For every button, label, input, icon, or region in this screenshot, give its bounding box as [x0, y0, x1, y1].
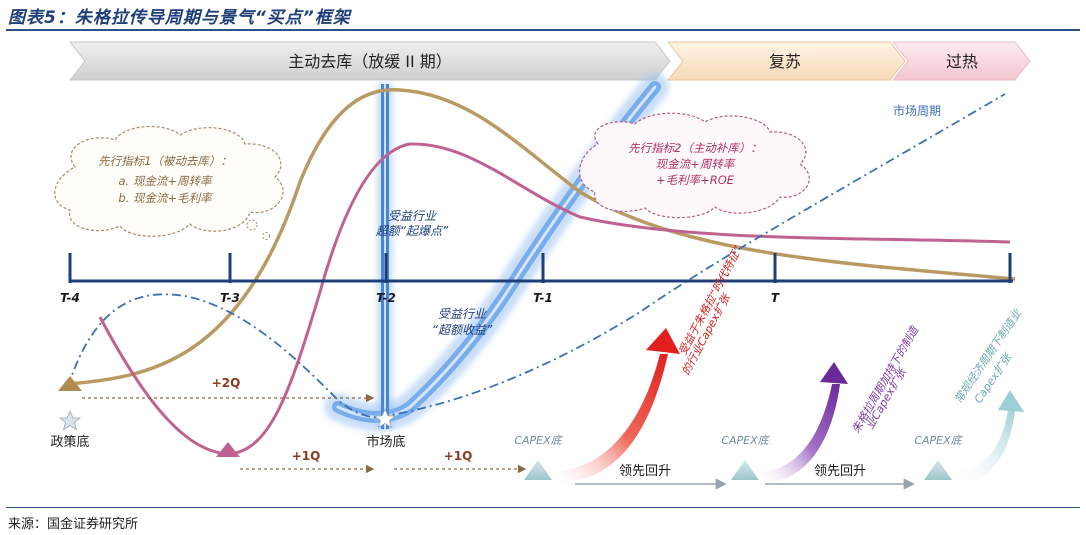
- explode-point-line-2: 超额“起爆点”: [376, 224, 449, 238]
- leading-indicator-1-line-2: a. 现金流+周转率: [119, 174, 213, 188]
- capex-bottom-2: CAPEX底: [721, 434, 771, 480]
- leading-indicator-2-line-2: 现金流+周转率: [656, 157, 736, 171]
- policy-bottom-star: [58, 409, 82, 431]
- market-bottom-label: 市场底: [366, 434, 405, 450]
- excess-return-line-1: 受益行业: [438, 307, 487, 321]
- capex-bottom-1: CAPEX底: [514, 434, 564, 480]
- timeline-tick-label: T-4: [60, 291, 80, 305]
- leading-indicator-2-line-1: 先行指标2（主动补库）：: [628, 141, 762, 155]
- figure-title: 图表5：朱格拉传导周期与景气“买点”框架: [8, 8, 351, 28]
- phase-label-3: 过热: [946, 52, 978, 71]
- phase-arrow-2: [666, 41, 906, 81]
- capex-bottom-3: CAPEX底: [914, 434, 964, 480]
- source-note: 来源：国金证券研究所: [8, 517, 139, 532]
- pink-trough-triangle: [216, 442, 240, 457]
- explode-point-line-1: 受益行业: [388, 209, 437, 223]
- capex-red-text-1: 受益于朱格拉“时代特征”: [676, 244, 745, 358]
- market-cycle-label: 市场周期: [893, 103, 941, 118]
- tan-cycle-curve: [67, 87, 1016, 386]
- capex-purple-text-1: 朱格拉周期加持下的制造: [849, 323, 921, 435]
- capex-teal-arrow: 常规经济周期下制造业 Capex扩张: [950, 306, 1025, 483]
- policy-bottom-label: 政策底: [50, 434, 89, 450]
- excess-return-line-2: “超额收益”: [432, 323, 493, 337]
- policy-bottom-triangle: [58, 376, 82, 391]
- timeline-tick-label: T: [771, 291, 780, 305]
- footer-divider: [6, 507, 1080, 508]
- lead-rise-label-1: 领先回升: [619, 464, 671, 479]
- leading-indicator-2-bubble: 先行指标2（主动补库）： 现金流+周转率 +毛利率+ROE: [579, 112, 810, 219]
- timeline-tick-label: T-1: [533, 291, 553, 305]
- timeline-tick-label: T-3: [220, 291, 240, 305]
- leading-indicator-2-line-3: +毛利率+ROE: [656, 173, 735, 187]
- lead-1q-label-a: +1Q: [292, 449, 321, 463]
- phase-label-1: 主动去库（放缓 II 期）: [288, 52, 452, 71]
- leading-indicator-1-line-3: b. 现金流+毛利率: [118, 191, 213, 205]
- market-bottom-star: [373, 407, 397, 429]
- capex-bottom-3-label: CAPEX底: [914, 434, 963, 447]
- leading-indicator-1-bubble: 先行指标1（被动去库）： a. 现金流+周转率 b. 现金流+毛利率: [54, 125, 284, 240]
- capex-purple-arrow: 朱格拉周期加持下的制造 业Capex扩张: [756, 323, 922, 483]
- timeline-ticks: T-4 T-3 T-2 T-1 T: [60, 253, 1012, 305]
- title-divider: [6, 29, 1080, 31]
- leading-indicator-1-line-1: 先行指标1（被动去库）：: [98, 154, 232, 168]
- capex-bottom-2-label: CAPEX底: [721, 434, 770, 447]
- phase-label-2: 复苏: [769, 52, 801, 71]
- phase-banner: 主动去库（放缓 II 期） 复苏 过热: [68, 41, 1031, 81]
- jugular-cycle-diagram: 主动去库（放缓 II 期） 复苏 过热 市场周期 T-4 T-3 T-2 T-1 T 先…: [50, 41, 1031, 490]
- lead-rise-label-2: 领先回升: [814, 464, 866, 479]
- phase-arrow-3: [891, 41, 1031, 81]
- header: 图表5：朱格拉传导周期与景气“买点”框架: [0, 0, 1086, 32]
- timeline-tick-label: T-2: [376, 291, 396, 305]
- lead-2q-label: +2Q: [212, 376, 241, 390]
- capex-bottom-1-label: CAPEX底: [514, 434, 563, 447]
- lead-1q-label-b: +1Q: [444, 449, 473, 463]
- pink-cycle-curve: [98, 142, 1011, 456]
